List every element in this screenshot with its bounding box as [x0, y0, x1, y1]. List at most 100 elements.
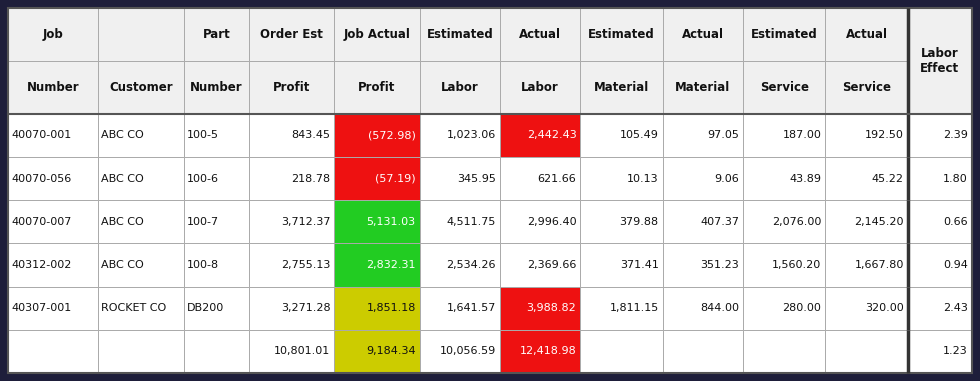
Text: 1,641.57: 1,641.57: [447, 303, 496, 313]
Bar: [98, 157, 183, 200]
Bar: [907, 330, 972, 373]
Text: Actual: Actual: [682, 28, 724, 41]
Text: 320.00: 320.00: [865, 303, 904, 313]
Bar: [662, 61, 743, 114]
Bar: [419, 287, 500, 330]
Bar: [334, 8, 419, 61]
Text: 9.06: 9.06: [714, 174, 739, 184]
Text: 1.80: 1.80: [944, 174, 968, 184]
Text: 345.95: 345.95: [457, 174, 496, 184]
Text: 218.78: 218.78: [291, 174, 330, 184]
Bar: [825, 287, 907, 330]
Text: 1,811.15: 1,811.15: [610, 303, 659, 313]
Text: 2,534.26: 2,534.26: [447, 260, 496, 270]
Text: Service: Service: [842, 81, 891, 94]
Bar: [743, 287, 825, 330]
Text: Profit: Profit: [273, 81, 311, 94]
Bar: [183, 8, 249, 61]
Bar: [825, 200, 907, 243]
Bar: [825, 61, 907, 114]
Bar: [662, 200, 743, 243]
Bar: [500, 114, 580, 157]
Text: Estimated: Estimated: [588, 28, 655, 41]
Bar: [580, 61, 662, 114]
Text: 2,996.40: 2,996.40: [527, 217, 576, 227]
Text: 0.94: 0.94: [943, 260, 968, 270]
Bar: [500, 8, 580, 61]
Bar: [662, 157, 743, 200]
Bar: [743, 61, 825, 114]
Text: 843.45: 843.45: [291, 130, 330, 141]
Text: 12,418.98: 12,418.98: [519, 346, 576, 356]
Bar: [580, 157, 662, 200]
Text: Service: Service: [760, 81, 808, 94]
Text: 1,560.20: 1,560.20: [772, 260, 821, 270]
Bar: [825, 157, 907, 200]
Bar: [98, 114, 183, 157]
Text: 45.22: 45.22: [872, 174, 904, 184]
Bar: [907, 114, 972, 157]
Bar: [419, 243, 500, 287]
Bar: [8, 243, 98, 287]
Bar: [743, 330, 825, 373]
Bar: [419, 61, 500, 114]
Bar: [419, 200, 500, 243]
Bar: [183, 200, 249, 243]
Text: 2,076.00: 2,076.00: [772, 217, 821, 227]
Text: 2,369.66: 2,369.66: [527, 260, 576, 270]
Text: 105.49: 105.49: [619, 130, 659, 141]
Bar: [249, 287, 334, 330]
Bar: [183, 330, 249, 373]
Text: Labor
Effect: Labor Effect: [920, 47, 959, 75]
Text: 100-6: 100-6: [187, 174, 219, 184]
Text: 621.66: 621.66: [538, 174, 576, 184]
Bar: [580, 200, 662, 243]
Text: 1,667.80: 1,667.80: [855, 260, 904, 270]
Text: 40307-001: 40307-001: [11, 303, 72, 313]
Text: Number: Number: [26, 81, 79, 94]
Text: Number: Number: [190, 81, 243, 94]
Bar: [183, 287, 249, 330]
Text: 1,851.18: 1,851.18: [367, 303, 416, 313]
Text: 4,511.75: 4,511.75: [447, 217, 496, 227]
Bar: [8, 61, 98, 114]
Bar: [8, 287, 98, 330]
Bar: [662, 8, 743, 61]
Text: 10,801.01: 10,801.01: [274, 346, 330, 356]
Text: 100-7: 100-7: [187, 217, 219, 227]
Text: ROCKET CO: ROCKET CO: [101, 303, 167, 313]
Text: 40070-001: 40070-001: [11, 130, 72, 141]
Text: 2,442.43: 2,442.43: [526, 130, 576, 141]
Bar: [8, 330, 98, 373]
Text: Job: Job: [43, 28, 64, 41]
Bar: [334, 200, 419, 243]
Text: Estimated: Estimated: [751, 28, 817, 41]
Text: 40312-002: 40312-002: [11, 260, 72, 270]
Text: ABC CO: ABC CO: [101, 260, 144, 270]
Text: 1.23: 1.23: [944, 346, 968, 356]
Bar: [743, 157, 825, 200]
Text: (572.98): (572.98): [368, 130, 416, 141]
Text: Material: Material: [675, 81, 730, 94]
Bar: [825, 8, 907, 61]
Text: Profit: Profit: [359, 81, 396, 94]
Bar: [500, 243, 580, 287]
Bar: [249, 330, 334, 373]
Bar: [419, 330, 500, 373]
Bar: [8, 8, 98, 61]
Text: 2,755.13: 2,755.13: [281, 260, 330, 270]
Text: 187.00: 187.00: [782, 130, 821, 141]
Bar: [907, 157, 972, 200]
Text: 2,832.31: 2,832.31: [367, 260, 416, 270]
Text: Part: Part: [203, 28, 230, 41]
Bar: [580, 243, 662, 287]
Text: Material: Material: [594, 81, 649, 94]
Text: ABC CO: ABC CO: [101, 130, 144, 141]
Text: DB200: DB200: [187, 303, 224, 313]
Text: 3,988.82: 3,988.82: [526, 303, 576, 313]
Bar: [500, 61, 580, 114]
Text: 1,023.06: 1,023.06: [447, 130, 496, 141]
Text: Labor: Labor: [441, 81, 479, 94]
Bar: [183, 157, 249, 200]
Text: 0.66: 0.66: [944, 217, 968, 227]
